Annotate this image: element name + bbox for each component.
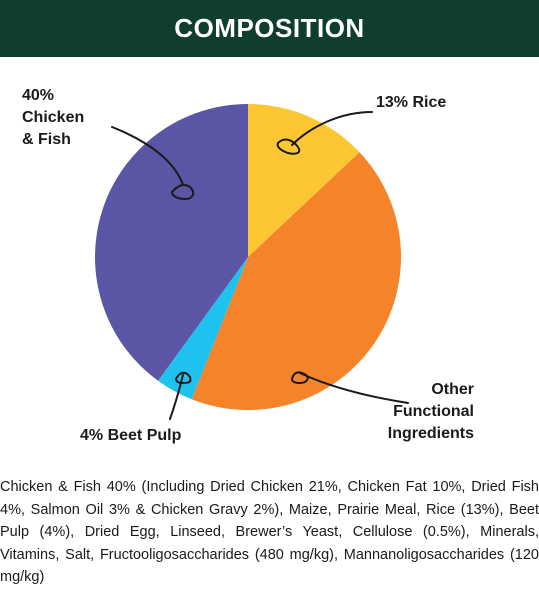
label-rice: 13% Rice [376, 94, 447, 111]
pie-chart: 40% Chicken & Fish 13% Rice Other Functi… [0, 57, 539, 457]
arrow-rice [276, 111, 373, 155]
pie-slice-3 [95, 104, 248, 381]
arrow-beet [169, 371, 192, 420]
pie-slice-1 [191, 152, 402, 410]
pie-slice-2 [158, 257, 248, 400]
arrow-chicken [111, 126, 195, 200]
pie-slice-0 [248, 104, 360, 257]
pie-chart-svg [95, 104, 409, 420]
label-beet-pulp: 4% Beet Pulp [80, 427, 182, 444]
arrow-other [291, 371, 409, 404]
label-other-functional-ingredients: Other Functional Ingredients [387, 381, 474, 442]
page-title: COMPOSITION [174, 13, 365, 43]
label-chicken-fish: 40% Chicken & Fish [22, 87, 85, 148]
composition-description: Chicken & Fish 40% (Including Dried Chic… [0, 479, 539, 585]
composition-header: COMPOSITION [0, 0, 539, 57]
